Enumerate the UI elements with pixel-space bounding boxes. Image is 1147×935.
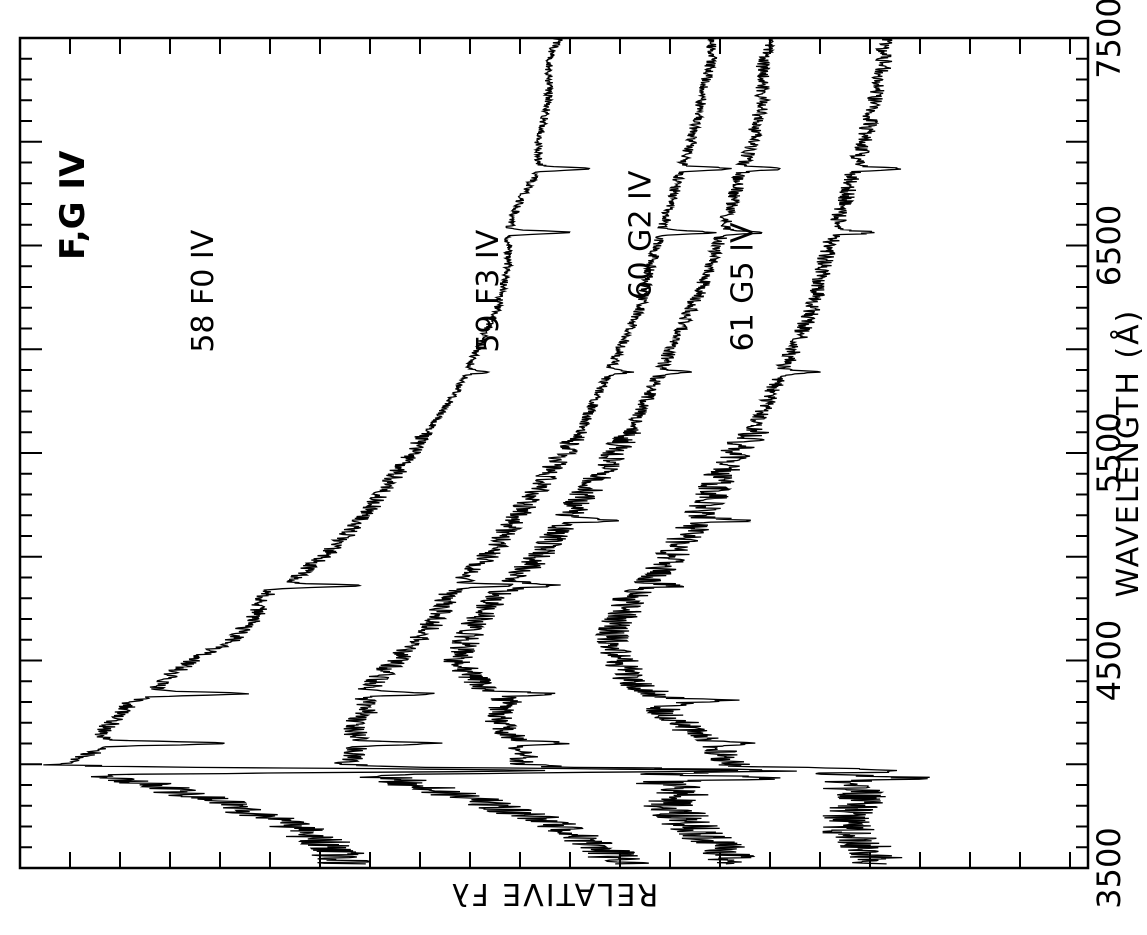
series-line-1: [43, 37, 591, 865]
x-axis-label: WAVELENGTH (Å): [1110, 309, 1146, 598]
tick-marks: [20, 37, 1088, 869]
series-label-4: 61 G5 IV: [725, 222, 760, 351]
series-labels: 58 F0 IV 59 F3 IV 60 G2 IV 61 G5 IV: [186, 170, 761, 353]
panel-title: F,G IV: [53, 150, 93, 260]
series-line-4: [594, 37, 930, 865]
x-tick-label-2: 5500: [1090, 412, 1128, 493]
y-axis-label: RELATIVE Fλ: [450, 876, 659, 911]
x-tick-label-3: 6500: [1090, 205, 1128, 286]
series-label-3: 60 G2 IV: [624, 170, 659, 299]
x-tick-label-0: 3500: [1090, 827, 1128, 908]
tick-labels: 3500 4500 5500 6500 7500: [1090, 0, 1128, 909]
series-line-2: [334, 37, 739, 865]
series-label-1: 58 F0 IV: [186, 229, 221, 352]
plot-frame: [18, 36, 1090, 870]
series-line-3: [443, 37, 797, 865]
x-tick-label-4: 7500: [1090, 0, 1128, 79]
series-label-2: 59 F3 IV: [471, 229, 506, 352]
series-layer: [43, 37, 930, 865]
x-tick-label-1: 4500: [1090, 620, 1128, 701]
